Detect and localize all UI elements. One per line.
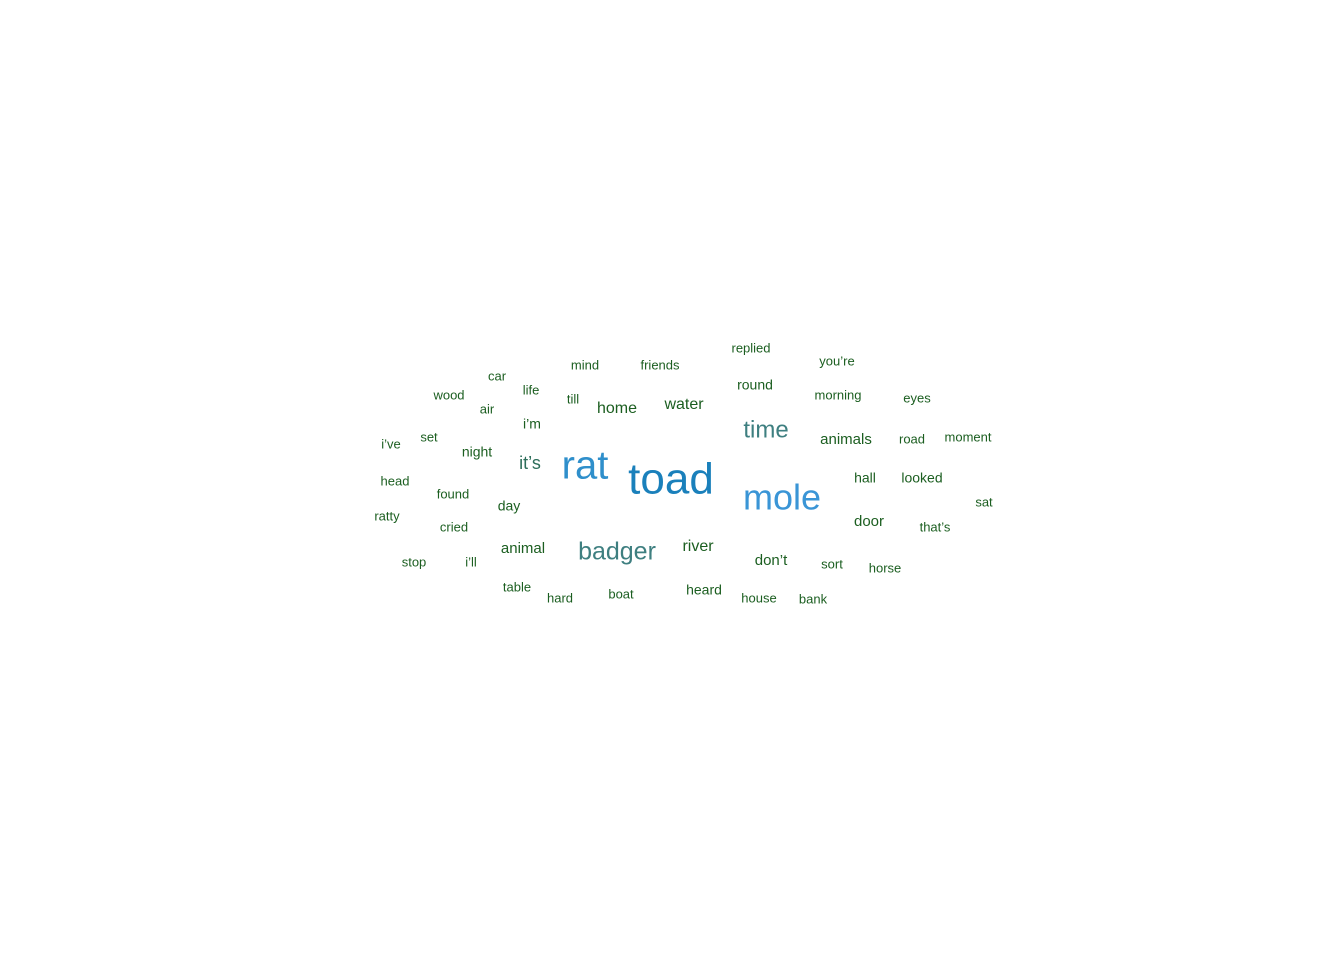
word-20: found (437, 486, 470, 501)
word-22: friends (640, 357, 680, 372)
word-32: air (480, 401, 495, 416)
word-8: river (682, 538, 714, 555)
word-39: i’ve (381, 436, 401, 451)
word-25: cried (440, 519, 468, 534)
word-18: looked (901, 470, 942, 486)
word-33: head (381, 473, 410, 488)
word-38: replied (731, 340, 770, 355)
word-42: moment (945, 429, 992, 444)
word-45: i’ll (465, 554, 477, 569)
word-37: hard (547, 590, 573, 605)
word-11: don’t (755, 552, 788, 569)
word-10: animals (820, 431, 872, 448)
word-3: badger (578, 538, 656, 566)
word-44: eyes (903, 390, 931, 405)
word-13: round (737, 377, 773, 393)
word-2: rat (562, 444, 609, 488)
word-28: boat (608, 586, 634, 601)
word-19: heard (686, 582, 722, 598)
word-9: animal (501, 540, 545, 557)
word-21: till (567, 391, 579, 406)
word-1: mole (743, 477, 821, 518)
word-47: sat (975, 494, 993, 509)
word-40: ratty (374, 508, 400, 523)
word-16: i’m (523, 416, 541, 432)
word-48: car (488, 368, 507, 383)
word-12: door (854, 513, 884, 530)
word-4: time (743, 416, 788, 443)
word-36: table (503, 579, 531, 594)
word-15: night (462, 444, 492, 460)
word-41: horse (869, 560, 902, 575)
word-34: road (899, 431, 925, 446)
word-7: home (597, 400, 637, 417)
word-0: toad (628, 455, 714, 504)
word-24: sort (821, 556, 843, 571)
word-49: stop (402, 554, 427, 569)
word-43: bank (799, 591, 828, 606)
word-27: house (741, 590, 776, 605)
word-31: life (523, 382, 540, 397)
word-30: that’s (920, 519, 951, 534)
word-23: morning (815, 387, 862, 402)
word-6: water (663, 396, 704, 413)
word-35: set (420, 429, 438, 444)
word-5: it’s (519, 453, 541, 473)
word-46: you’re (819, 353, 854, 368)
word-14: day (498, 498, 521, 514)
word-26: wood (432, 387, 464, 402)
word-29: mind (571, 357, 599, 372)
word-17: hall (854, 470, 876, 486)
